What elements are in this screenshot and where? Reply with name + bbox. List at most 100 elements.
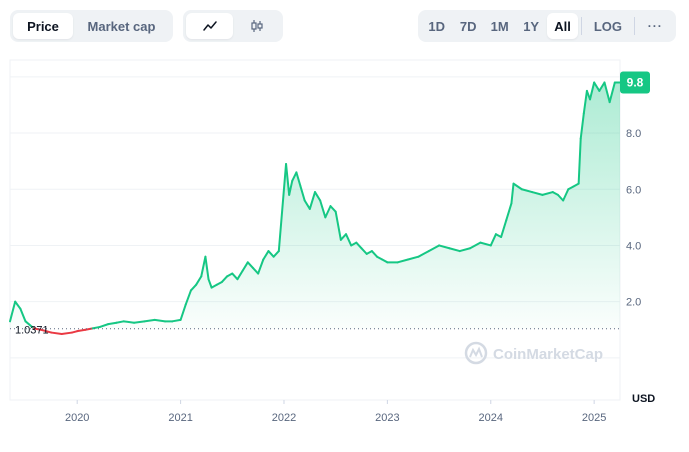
watermark-text: CoinMarketCap bbox=[493, 346, 603, 363]
price-line-segment bbox=[91, 325, 101, 330]
price-line-segment bbox=[427, 244, 441, 253]
price-line-segment bbox=[500, 219, 508, 239]
price-line-segment bbox=[314, 191, 322, 202]
range-1y-tab[interactable]: 1Y bbox=[523, 18, 540, 34]
metric-toggle: Price Market cap bbox=[10, 10, 173, 42]
price-line-segment bbox=[520, 188, 534, 194]
price-line-segment bbox=[262, 250, 270, 261]
coinmarketcap-logo-icon bbox=[464, 341, 488, 365]
price-line-segment bbox=[184, 289, 192, 306]
price-line-segment bbox=[417, 250, 430, 258]
candlestick-button[interactable] bbox=[233, 13, 280, 39]
log-scale-button[interactable]: LOG bbox=[593, 18, 623, 34]
x-tick-label: 2024 bbox=[479, 412, 503, 424]
price-line-segment bbox=[512, 182, 523, 191]
price-line-segment bbox=[133, 320, 146, 324]
price-line-segment bbox=[76, 328, 87, 333]
price-line-segment bbox=[220, 275, 229, 283]
price-line-segment bbox=[122, 320, 136, 324]
price-line-segment bbox=[19, 307, 27, 323]
price-line-segment bbox=[9, 300, 17, 323]
price-line-segment bbox=[448, 247, 461, 253]
price-line-segment bbox=[14, 300, 22, 310]
price-line-segment bbox=[277, 162, 288, 253]
y-tick-label: 4.0 bbox=[626, 240, 641, 252]
price-line-segment bbox=[171, 318, 182, 323]
price-line-segment bbox=[345, 233, 353, 247]
reference-price-label: 1.0371 bbox=[15, 325, 49, 337]
price-line-segment bbox=[319, 199, 327, 219]
price-line-segment bbox=[241, 261, 249, 272]
market-cap-tab[interactable]: Market cap bbox=[87, 18, 156, 34]
price-line-segment bbox=[24, 320, 35, 330]
price-line-segment bbox=[295, 171, 302, 188]
price-line-segment bbox=[608, 81, 616, 104]
price-line-segment bbox=[299, 185, 306, 202]
reference-layer: 1.0371 9.8 bbox=[10, 71, 650, 337]
price-line-segment bbox=[355, 241, 363, 250]
price-line-segment bbox=[291, 171, 298, 182]
x-tick-label: 2025 bbox=[582, 412, 606, 424]
watermark: CoinMarketCap bbox=[464, 341, 603, 365]
price-line-segment bbox=[334, 210, 342, 241]
x-axis: 2020 2021 2022 2023 2024 2025 bbox=[65, 400, 606, 424]
current-price-label: 9.8 bbox=[627, 75, 644, 89]
price-line-segment bbox=[593, 81, 601, 92]
range-7d-tab[interactable]: 7D bbox=[459, 18, 477, 34]
price-area bbox=[10, 82, 620, 329]
price-line-segment bbox=[251, 266, 260, 275]
x-tick-label: 2023 bbox=[375, 412, 399, 424]
price-line-segment bbox=[231, 272, 239, 281]
price-line-segment bbox=[179, 303, 187, 321]
price-line-segment bbox=[324, 205, 332, 219]
price-line-segment bbox=[360, 247, 368, 255]
price-line-segment bbox=[107, 321, 118, 326]
price-line-segment bbox=[143, 318, 156, 323]
price-line-segment bbox=[458, 247, 472, 253]
price-line-segment bbox=[589, 81, 596, 101]
price-line-segment bbox=[479, 241, 492, 247]
price-line-segment bbox=[556, 193, 565, 202]
y-tick-label: 2.0 bbox=[626, 297, 641, 309]
candlestick-icon bbox=[250, 20, 263, 32]
price-line-segment bbox=[303, 199, 311, 210]
price-line-segment bbox=[207, 278, 213, 289]
price-line-segment bbox=[288, 179, 294, 196]
price-line-segment bbox=[489, 233, 497, 247]
price-line-segment bbox=[339, 233, 348, 241]
price-line-segment bbox=[246, 261, 254, 269]
grid-lines bbox=[9, 59, 621, 401]
range-all-tab[interactable]: All bbox=[546, 13, 579, 39]
price-line-segment bbox=[267, 250, 275, 258]
y-tick-label: 6.0 bbox=[626, 184, 641, 196]
y-axis: 2.0 4.0 6.0 8.0 USD bbox=[626, 128, 655, 405]
price-tab[interactable]: Price bbox=[13, 13, 73, 39]
y-tick-label: 8.0 bbox=[626, 128, 641, 140]
price-line-segment bbox=[257, 258, 265, 275]
range-1d-tab[interactable]: 1D bbox=[428, 18, 446, 34]
price-line-layer bbox=[9, 81, 621, 335]
x-tick-label: 2022 bbox=[272, 412, 296, 424]
price-line-segment bbox=[577, 137, 582, 185]
price-line-segment bbox=[582, 89, 588, 115]
price-line-segment bbox=[603, 81, 611, 104]
price-line-segment bbox=[438, 244, 451, 250]
price-line-segment bbox=[308, 191, 316, 210]
price-line-segment bbox=[531, 191, 544, 196]
price-line-segment bbox=[153, 318, 167, 323]
line-chart-button[interactable] bbox=[186, 13, 233, 39]
price-line-segment bbox=[60, 331, 74, 335]
price-line-segment bbox=[396, 258, 410, 264]
price-line-segment bbox=[370, 250, 379, 258]
price-line-segment bbox=[562, 188, 570, 202]
x-tick-label: 2021 bbox=[168, 412, 192, 424]
more-options-button[interactable]: ··· bbox=[647, 19, 663, 33]
price-line-segment bbox=[510, 182, 515, 205]
range-divider bbox=[581, 17, 583, 35]
price-line-segment bbox=[541, 191, 554, 196]
price-line-segment bbox=[579, 112, 585, 140]
price-line-segment bbox=[329, 205, 337, 213]
range-1m-tab[interactable]: 1M bbox=[490, 18, 509, 34]
currency-label: USD bbox=[632, 393, 655, 405]
